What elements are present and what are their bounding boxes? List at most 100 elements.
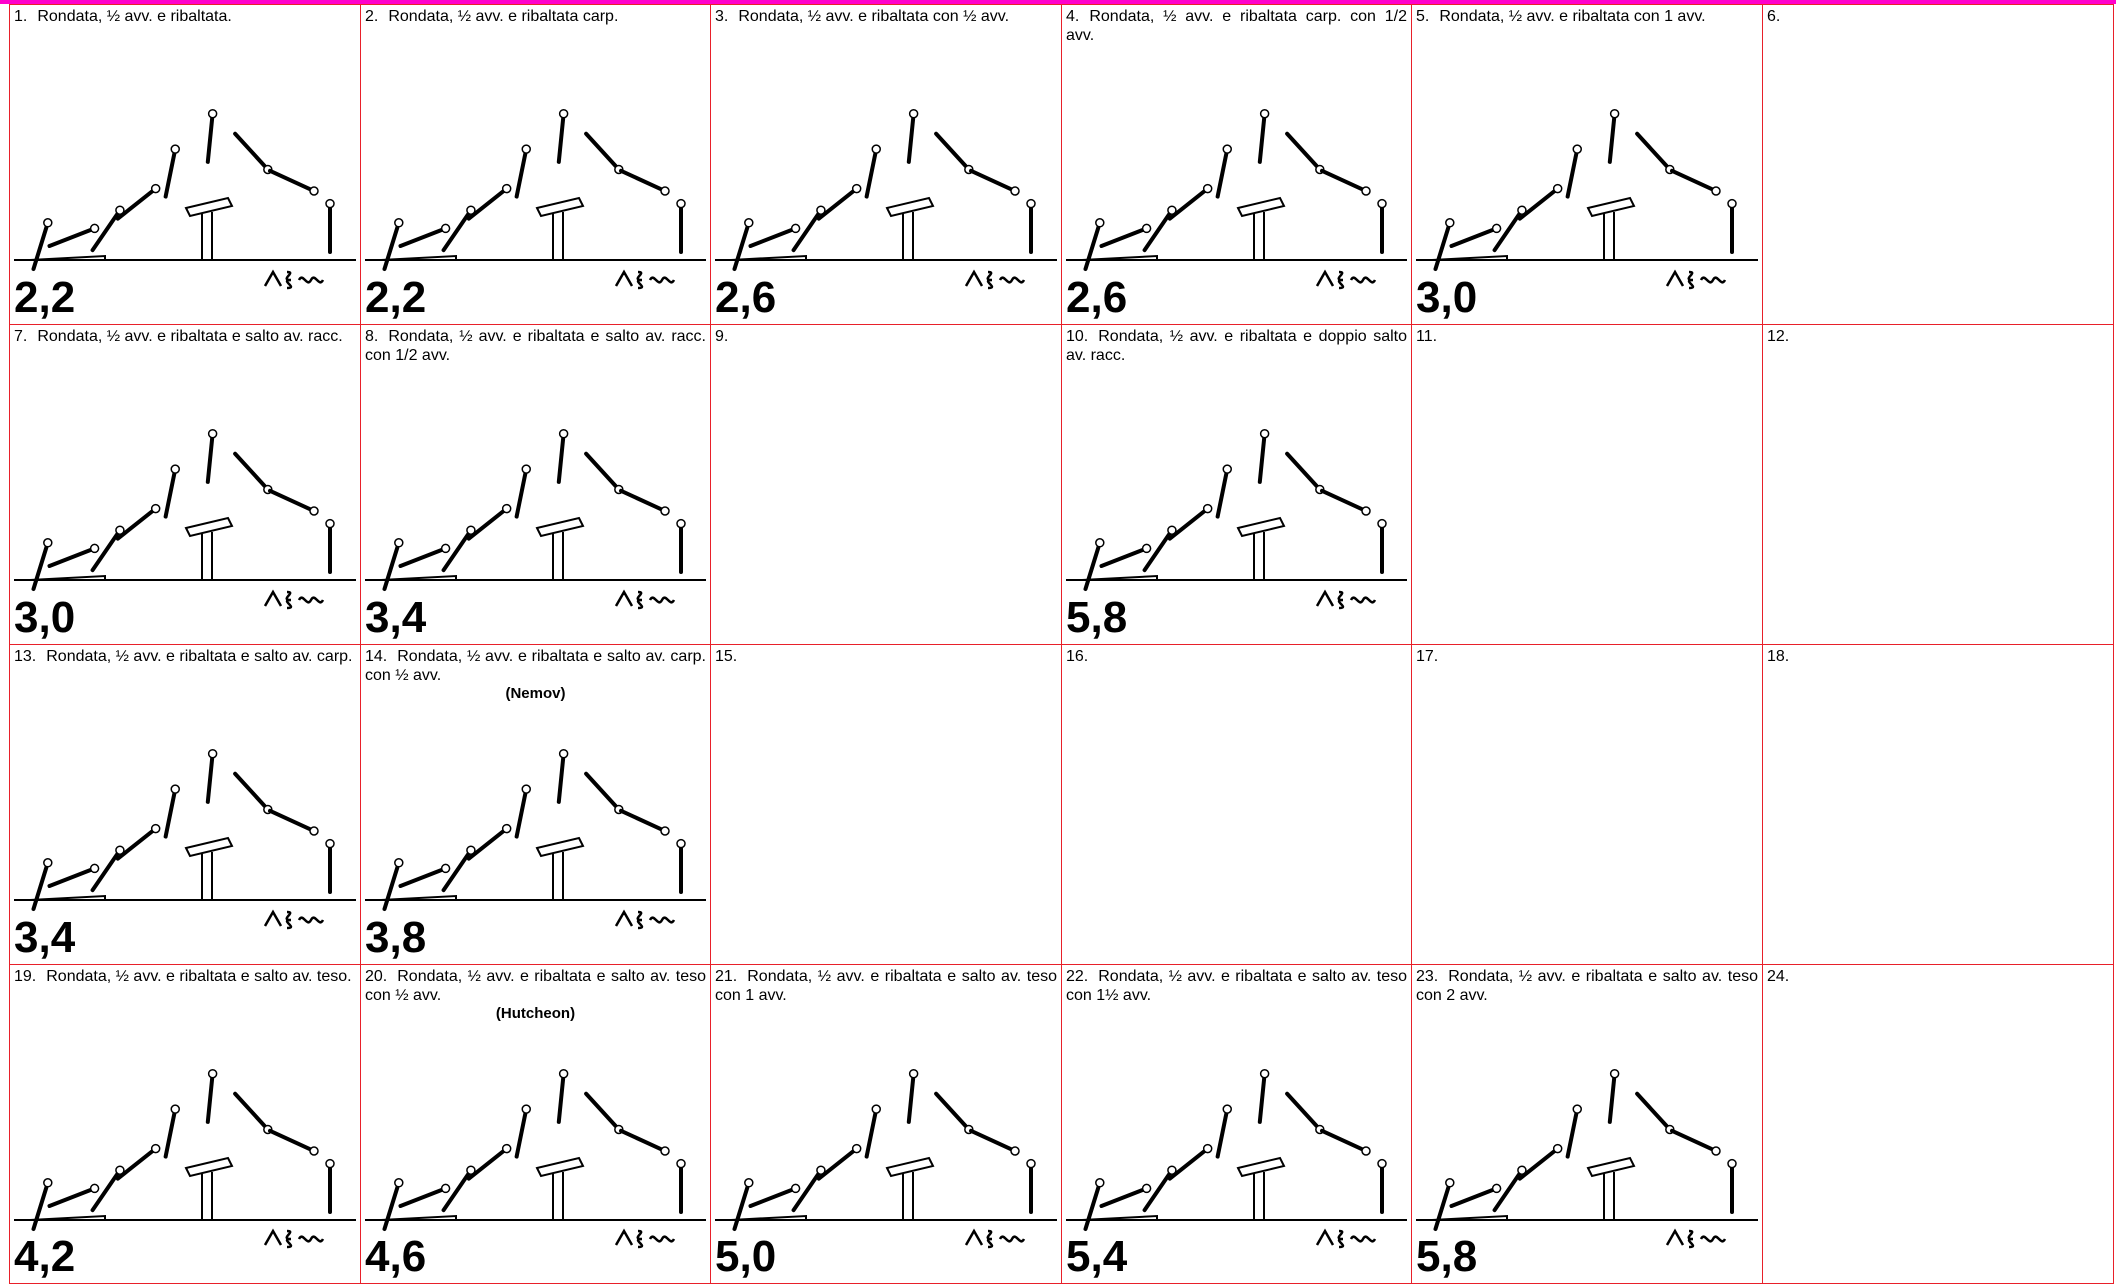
gymnast-head [466, 525, 476, 535]
gymnast-head [1010, 186, 1020, 196]
description-text: Rondata, ½ avv. e ribaltata e salto av. … [1416, 968, 1758, 1004]
gymnast [1257, 116, 1267, 164]
vault-drawing [14, 1068, 356, 1249]
gymnast-head [501, 503, 512, 514]
gymnast-head [1167, 1165, 1177, 1175]
element-description: 1. Rondata, ½ avv. e ribaltata. [14, 7, 356, 26]
gymnast-head [676, 1158, 686, 1169]
gymnast-head [521, 784, 531, 794]
element-number: 8. [365, 328, 379, 345]
element-number: 23. [1416, 968, 1439, 985]
gymnast [47, 868, 93, 888]
gymnast [267, 488, 313, 512]
gymnast [864, 1111, 878, 1159]
gymnast-head [1491, 1183, 1502, 1194]
gymnast [441, 1171, 471, 1213]
difficulty-value: 4,6 [365, 1232, 427, 1281]
vault-drawing [365, 748, 706, 930]
gymnast [514, 1111, 528, 1159]
gymnast [618, 168, 664, 192]
gymnast-head [309, 826, 319, 836]
gymnast-head [1377, 518, 1387, 529]
notation-symbol [614, 269, 676, 290]
gymnast-head [89, 223, 100, 234]
gymnast-head [521, 464, 531, 474]
table-cell: 19. Rondata, ½ avv. e ribaltata e salto a… [9, 964, 361, 1284]
gymnast-head [89, 543, 100, 554]
gymnast-head [871, 144, 881, 154]
gymnast-head [790, 223, 801, 234]
gymnast [584, 451, 618, 489]
element-description: 14. Rondata, ½ avv. e ribaltata e salto a… [365, 647, 706, 685]
table-cell: 16. [1061, 644, 1412, 965]
gymnast [205, 436, 215, 484]
gymnast [267, 1128, 313, 1152]
gymnast-head [1361, 506, 1371, 516]
gymnast [115, 1149, 155, 1181]
difficulty-value: 5,8 [1066, 593, 1128, 642]
gymnast-head [207, 108, 218, 119]
gymnast-head [660, 506, 670, 516]
gymnast-head [1445, 218, 1455, 228]
gymnast-head [851, 1143, 862, 1154]
gymnast-head [1572, 144, 1582, 154]
notation-symbol [964, 1228, 1026, 1249]
gymnast [163, 1111, 177, 1159]
gymnast [1319, 1128, 1365, 1152]
gymnast-head [851, 183, 862, 194]
vault-drawing [1066, 1068, 1407, 1249]
table-cell: 8. Rondata, ½ avv. e ribaltata e salto av… [360, 324, 711, 645]
gymnast-head [89, 1183, 100, 1194]
gymnast [31, 544, 49, 592]
gymnast [968, 1128, 1014, 1152]
gymnast-head [394, 218, 404, 228]
gymnast-head [816, 1165, 826, 1175]
gymnast [267, 168, 313, 192]
description-text: Rondata, ½ avv. e ribaltata e salto av. … [46, 648, 353, 665]
description-text: Rondata, ½ avv. e ribaltata e salto av. … [46, 968, 352, 985]
gymnast [732, 224, 750, 272]
gymnast-head [309, 186, 319, 196]
gymnast [968, 168, 1014, 192]
gymnast-head [1377, 198, 1387, 209]
table-cell: 22. Rondata, ½ avv. e ribaltata e salto a… [1061, 964, 1412, 1284]
gymnast-head [558, 1068, 569, 1079]
notation-symbol [1665, 269, 1727, 290]
gymnast [163, 151, 177, 199]
notation-symbol [614, 1228, 676, 1249]
gymnast [1083, 224, 1101, 272]
gymnast-head [440, 1183, 451, 1194]
table-cell: 11. [1411, 324, 1763, 645]
description-text: Rondata, ½ avv. e ribaltata e salto av. … [365, 968, 706, 1004]
gymnast [514, 151, 528, 199]
element-table: 1. Rondata, ½ avv. e ribaltata. 2,2 2. Ronda… [9, 4, 2114, 1284]
difficulty-value: 3,0 [14, 593, 76, 642]
gymnast [1433, 224, 1451, 272]
gymnast-head [115, 205, 125, 215]
gymnast-head [660, 826, 670, 836]
gymnast-head [744, 218, 754, 228]
gymnast-head [150, 823, 161, 834]
gymnast [584, 1091, 618, 1129]
element-number: 18. [1767, 648, 1790, 665]
gymnast-head [207, 1068, 218, 1079]
gymnast [1669, 1128, 1715, 1152]
gymnast [934, 1091, 968, 1129]
gymnast-head [394, 1178, 404, 1188]
vault-table [184, 1156, 234, 1178]
gymnast-head [207, 428, 218, 439]
difficulty-value: 5,0 [715, 1232, 777, 1281]
gymnast-head [207, 748, 218, 759]
gymnast [514, 471, 528, 519]
notation-symbol [1315, 589, 1377, 610]
vault-drawing [715, 1068, 1057, 1249]
gymnast [1517, 189, 1557, 221]
gymnast [618, 488, 664, 512]
vault-drawing [715, 108, 1057, 290]
notation-symbol [263, 909, 325, 930]
element-description: 19. Rondata, ½ avv. e ribaltata e salto a… [14, 967, 356, 986]
gymnast-head [115, 845, 125, 855]
gymnast-head [501, 1143, 512, 1154]
board [1081, 574, 1158, 581]
element-name: (Hutcheon) [495, 1005, 576, 1022]
